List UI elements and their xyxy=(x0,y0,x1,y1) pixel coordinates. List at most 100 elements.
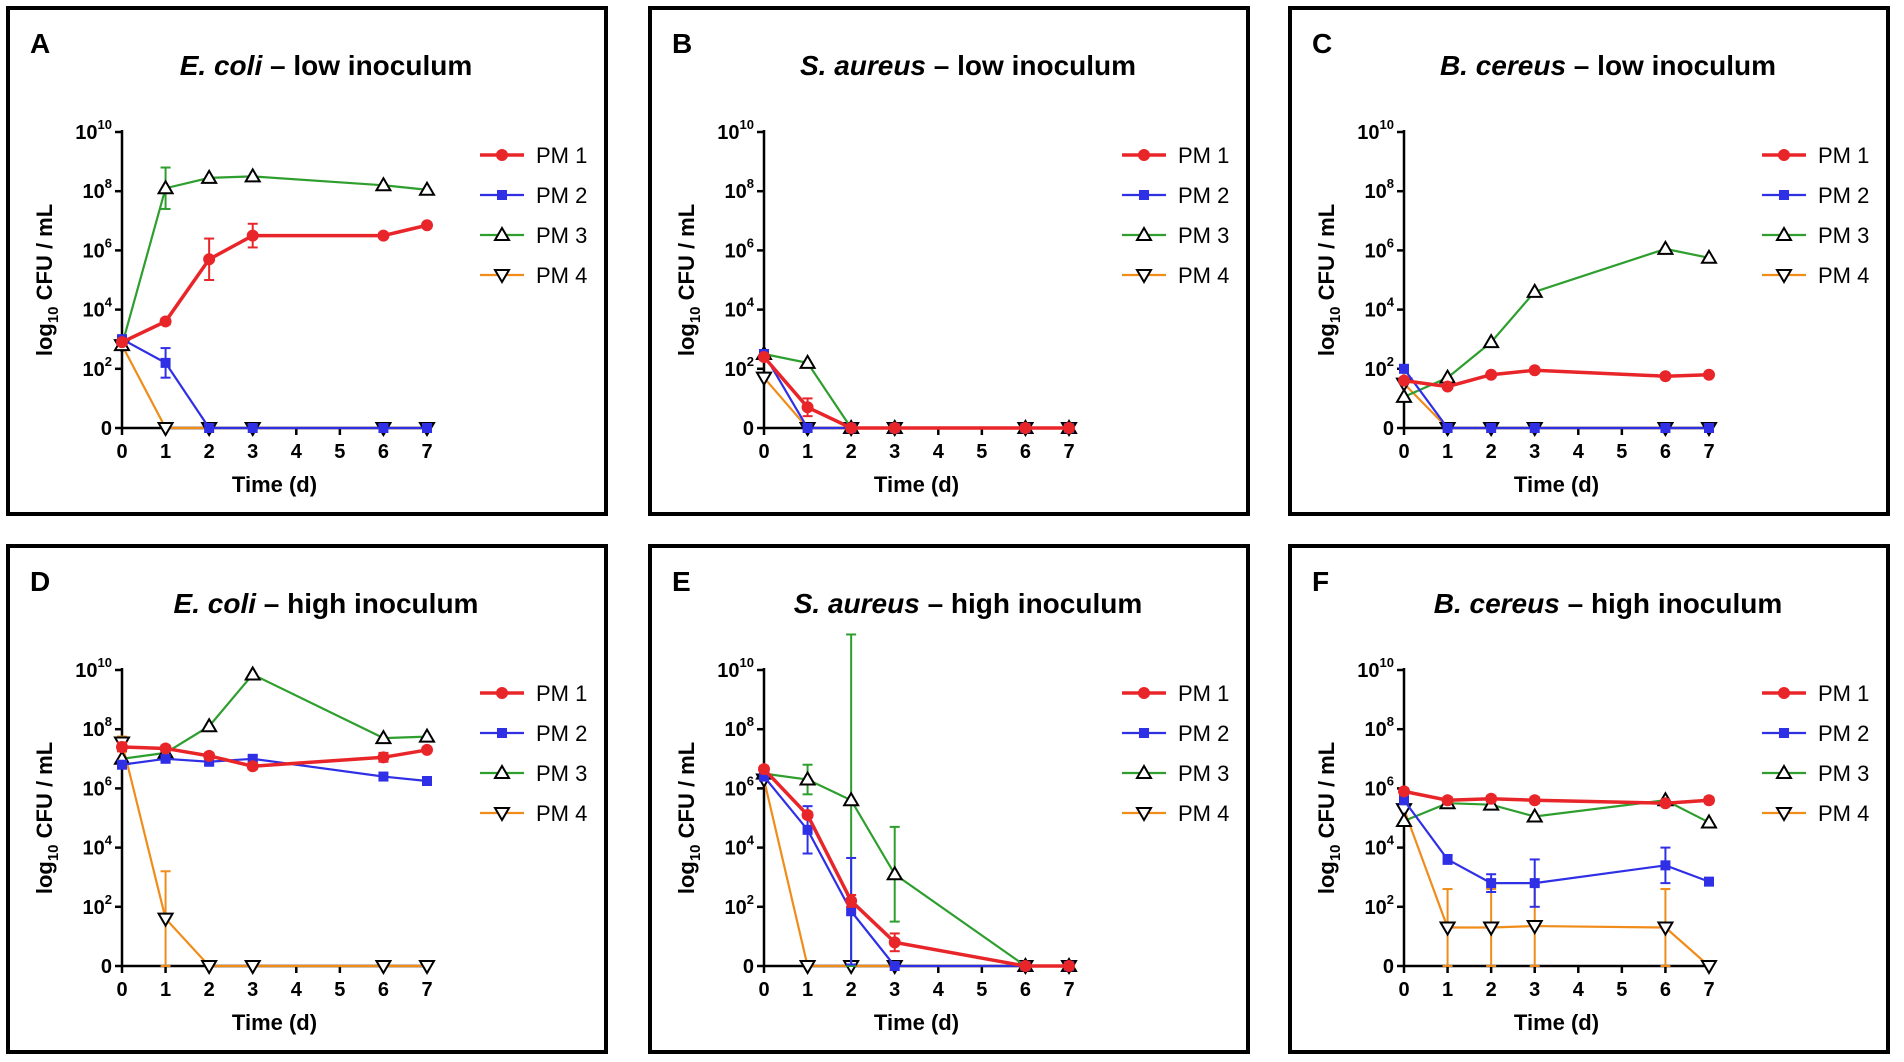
y-tick-label: 1010 xyxy=(1357,655,1394,682)
data-point xyxy=(1529,878,1540,889)
data-point xyxy=(1482,333,1500,349)
x-axis-label: Time (d) xyxy=(1514,472,1599,497)
legend-entry: PM 1 xyxy=(1122,143,1229,168)
x-tick-label: 5 xyxy=(976,979,987,1001)
data-point xyxy=(203,749,216,762)
legend-marker-filled-circle-icon xyxy=(1138,687,1150,699)
data-point xyxy=(159,742,172,755)
data-point xyxy=(1063,960,1075,972)
legend-entry: PM 1 xyxy=(1762,143,1869,168)
data-point xyxy=(116,336,128,349)
panel-label: C xyxy=(1312,28,1333,59)
x-tick-label: 2 xyxy=(846,441,857,463)
x-tick-label: 3 xyxy=(889,979,900,1001)
x-axis-label: Time (d) xyxy=(874,1010,959,1035)
legend-entry: PM 4 xyxy=(1762,801,1869,826)
x-tick-label: 0 xyxy=(116,441,127,463)
y-tick-label: 106 xyxy=(1365,235,1394,262)
legend-label: PM 3 xyxy=(1818,761,1869,786)
chart-title: S. aureus – high inoculum xyxy=(688,588,1248,620)
y-tick-label: 1010 xyxy=(1357,117,1394,144)
legend-marker-filled-circle-icon xyxy=(1778,149,1790,161)
series-pm-1 xyxy=(1398,364,1715,393)
x-tick-label: 7 xyxy=(1063,979,1074,1001)
y-tick-label: 106 xyxy=(725,773,754,800)
legend-entry: PM 2 xyxy=(1762,721,1869,746)
data-point xyxy=(802,824,813,835)
legend-marker-filled-circle-icon xyxy=(1138,149,1150,161)
x-tick-label: 4 xyxy=(1573,979,1585,1001)
data-point xyxy=(1442,854,1453,865)
chart-svg: 0 102 104 106 108 1010 0 1 2 3 4 5 6 7 Time (d) log10 C… xyxy=(674,633,1229,1035)
legend-entry: PM 2 xyxy=(1122,721,1229,746)
chart-title-species: S. aureus xyxy=(793,588,920,619)
y-tick-label: 106 xyxy=(725,235,754,262)
data-point xyxy=(243,960,262,975)
chart-title-species: B. cereus xyxy=(1433,588,1560,619)
data-point xyxy=(801,809,814,822)
series-pm-1 xyxy=(116,740,433,773)
data-point xyxy=(1700,248,1718,264)
data-point xyxy=(1704,876,1714,887)
series-pm-1 xyxy=(116,219,433,349)
x-tick-label: 1 xyxy=(1442,979,1453,1001)
chart-panel-f: F B. cereus – high inoculum 0 102 104 106 108 1… xyxy=(1288,544,1890,1054)
x-tick-label: 6 xyxy=(1660,441,1671,463)
data-point xyxy=(1486,423,1497,433)
data-point xyxy=(888,422,901,434)
data-point xyxy=(1019,422,1032,434)
chart-title-rest: – low inoculum xyxy=(262,50,473,81)
data-point xyxy=(885,865,904,881)
legend-label: PM 4 xyxy=(1818,801,1869,826)
legend-marker-open-triangle-up-icon xyxy=(493,226,511,241)
y-tick-label: 102 xyxy=(83,892,112,919)
chart-title-rest: – low inoculum xyxy=(1566,50,1777,81)
data-point xyxy=(1528,364,1541,377)
x-tick-label: 2 xyxy=(1486,979,1497,1001)
data-point xyxy=(798,353,817,369)
chart-svg: 0 102 104 106 108 1010 0 1 2 3 4 5 6 7 Time (d) log10 C… xyxy=(674,117,1229,497)
legend-label: PM 1 xyxy=(1818,681,1869,706)
data-point xyxy=(1482,921,1500,937)
y-tick-label: 102 xyxy=(83,354,112,381)
series-line xyxy=(121,745,428,768)
chart-panel-a: A E. coli – low inoculum 0 102 104 106 108 1010… xyxy=(6,6,608,516)
x-tick-label: 1 xyxy=(160,441,171,463)
data-point xyxy=(1063,422,1075,434)
data-point xyxy=(1700,813,1718,829)
data-point xyxy=(156,912,175,928)
x-tick-label: 5 xyxy=(334,979,345,1001)
data-point xyxy=(1398,785,1410,798)
data-point xyxy=(247,753,258,764)
x-tick-label: 7 xyxy=(1703,979,1714,1001)
legend-marker-filled-square-icon xyxy=(1139,728,1149,738)
data-point xyxy=(246,229,259,242)
data-point xyxy=(1019,960,1032,972)
y-tick-label: 0 xyxy=(1383,956,1394,978)
x-tick-label: 3 xyxy=(889,441,900,463)
legend-label: PM 3 xyxy=(536,223,587,248)
x-tick-label: 4 xyxy=(933,979,945,1001)
legend-marker-filled-square-icon xyxy=(497,190,507,200)
x-tick-label: 2 xyxy=(204,441,215,463)
x-tick-label: 6 xyxy=(378,441,389,463)
x-tick-label: 0 xyxy=(1398,979,1409,1001)
data-point xyxy=(845,422,858,434)
series-line xyxy=(121,338,427,430)
legend-marker-filled-square-icon xyxy=(497,728,507,738)
y-tick-label: 0 xyxy=(101,956,112,978)
chart-title-species: B. cereus xyxy=(1439,50,1567,81)
series-line xyxy=(762,779,1069,968)
y-tick-label: 102 xyxy=(1365,892,1394,919)
legend-entry: PM 1 xyxy=(480,143,587,168)
data-point xyxy=(1399,795,1409,806)
y-tick-label: 102 xyxy=(1365,354,1394,381)
series-line xyxy=(120,175,428,346)
legend-marker-filled-square-icon xyxy=(1139,190,1149,200)
x-tick-label: 1 xyxy=(1442,441,1453,463)
chart-title: B. cereus – low inoculum xyxy=(1328,50,1888,82)
data-point xyxy=(1656,239,1675,255)
legend-marker-filled-circle-icon xyxy=(1778,687,1790,699)
data-point xyxy=(378,771,389,782)
data-point xyxy=(204,423,215,433)
